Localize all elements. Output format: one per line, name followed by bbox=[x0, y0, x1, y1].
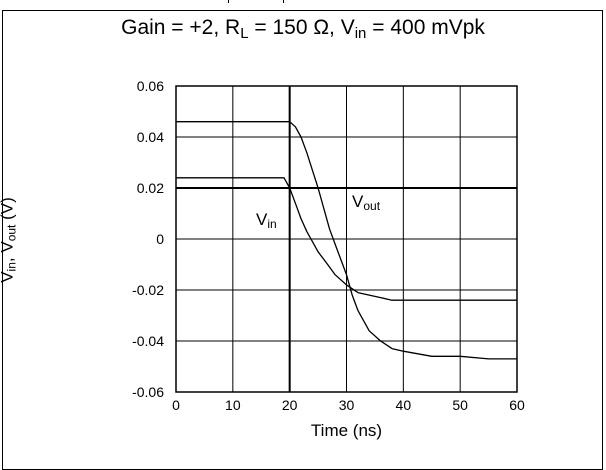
x-tick-label: 20 bbox=[282, 397, 298, 413]
series-label-vin: Vin bbox=[256, 210, 277, 231]
series-line-vout bbox=[176, 121, 517, 360]
frame-top-fragment bbox=[228, 0, 284, 3]
x-axis-label: Time (ns) bbox=[311, 421, 382, 440]
series-label-main: V bbox=[256, 210, 268, 229]
x-tick-label: 0 bbox=[172, 397, 180, 413]
x-tick-label: 40 bbox=[396, 397, 412, 413]
x-tick-label: 50 bbox=[452, 397, 468, 413]
series-label-sub: out bbox=[363, 199, 381, 213]
title-subscript: in bbox=[354, 25, 367, 42]
y-tick-label: 0.04 bbox=[137, 129, 164, 145]
x-tick-label: 60 bbox=[509, 397, 525, 413]
series-label-sub: in bbox=[267, 217, 277, 231]
y-tick-label: -0.04 bbox=[132, 333, 164, 349]
series-label-vout: Vout bbox=[352, 192, 380, 213]
chart-title: Gain = +2, RL = 150 Ω, Vin = 400 mVpk bbox=[0, 16, 606, 42]
y-tick-label: 0 bbox=[156, 231, 164, 247]
y-tick-label: 0.02 bbox=[137, 180, 164, 196]
series-label-main: V bbox=[352, 192, 364, 211]
title-part: = 150 Ω, V bbox=[248, 16, 355, 39]
x-tick-label: 10 bbox=[225, 397, 241, 413]
x-tick-label: 30 bbox=[339, 397, 355, 413]
title-subscript: L bbox=[240, 25, 249, 42]
y-tick-label: -0.06 bbox=[132, 384, 164, 400]
series-line-vin bbox=[176, 177, 517, 301]
title-part: Gain = +2, R bbox=[121, 16, 241, 39]
y-tick-label: 0.06 bbox=[137, 78, 164, 94]
y-tick-label: -0.02 bbox=[132, 282, 164, 298]
title-part: = 400 mVpk bbox=[366, 16, 485, 39]
